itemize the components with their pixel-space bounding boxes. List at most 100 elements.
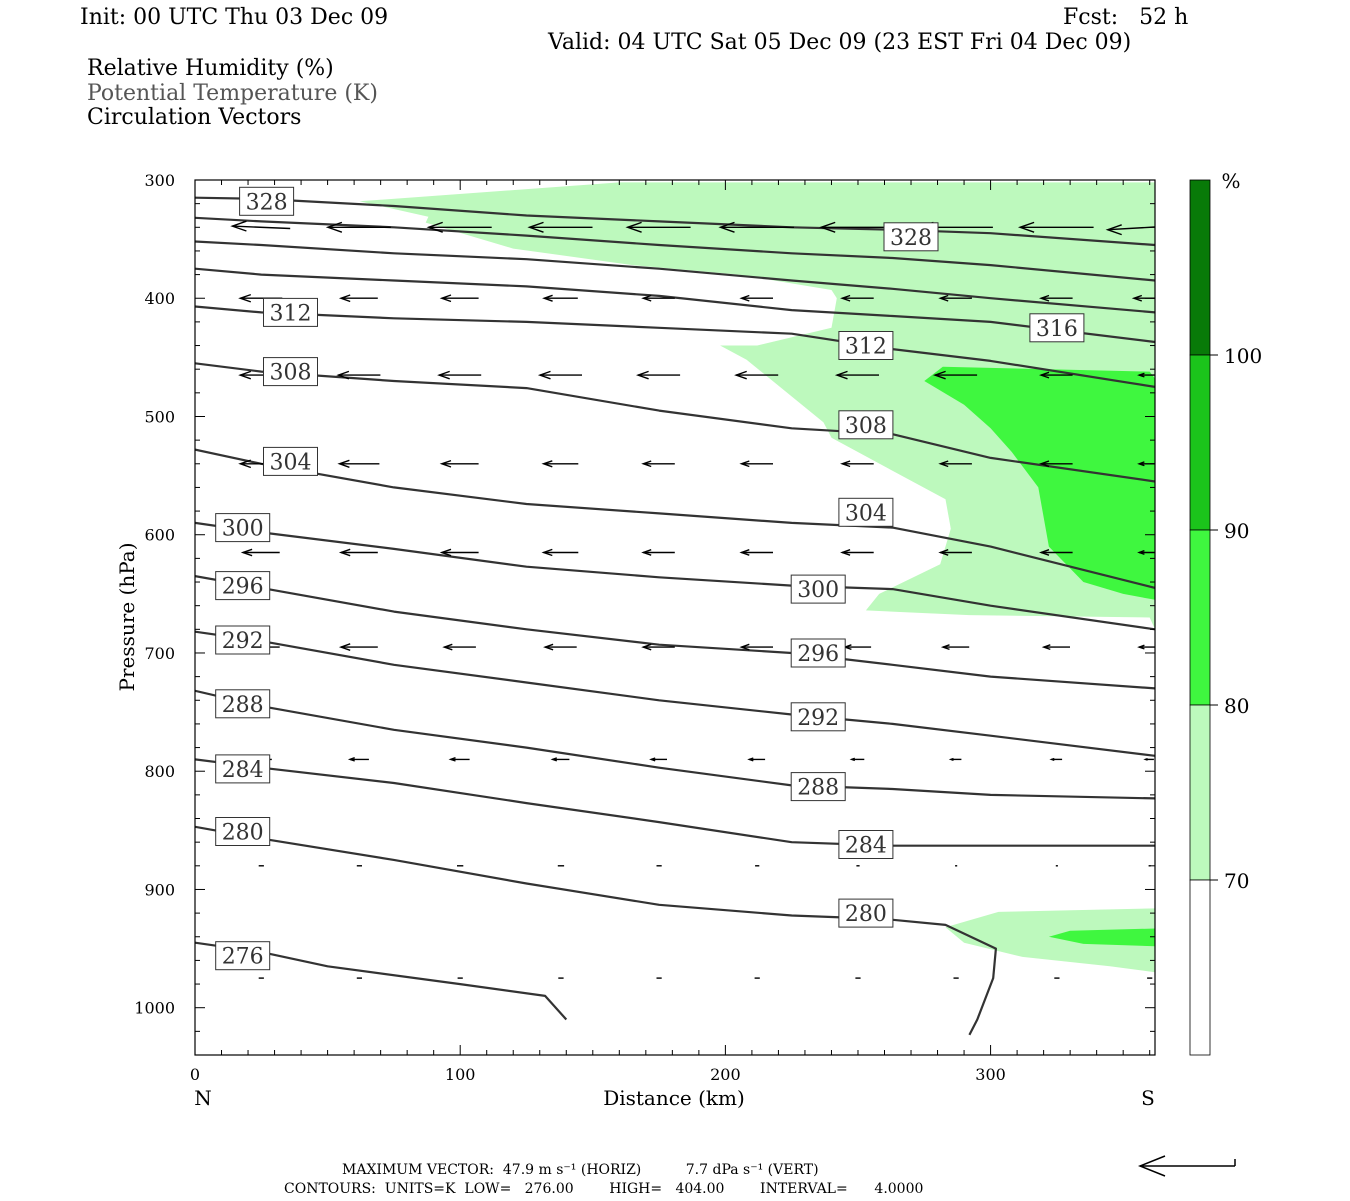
x-tick-label: 100 [445,1065,476,1084]
y-tick-label: 400 [144,289,175,308]
circulation-vector [1041,644,1070,651]
theta-label: 300 [790,574,846,604]
circulation-vector [734,370,779,380]
x-tick-label: 200 [710,1065,741,1084]
circulation-vector [543,643,577,651]
theta-label: 308 [838,410,894,440]
rh-region-80-90-3 [1048,928,1155,947]
circulation-vector [1137,461,1155,467]
theta-contour-280 [195,825,998,1036]
circulation-vector [625,221,691,233]
circulation-vector [641,294,675,302]
colorbar-swatch [1189,879,1211,1056]
theta-label: 280 [215,817,271,846]
circulation-vector [718,221,794,233]
colorbar-level-label: 70 [1224,869,1249,893]
legend-theta-title: Potential Temperature (K) [87,81,378,106]
y-tick-label: 1000 [134,999,175,1018]
theta-label-text: 312 [270,301,312,326]
circulation-vector [1105,224,1155,236]
theta-label-text: 280 [845,902,887,927]
colorbar-swatch [1189,529,1211,706]
circulation-vector [635,370,681,380]
theta-label-text: 292 [797,706,839,731]
circulation-vector [1049,757,1063,761]
circulation-vector [938,549,972,556]
theta-label: 292 [215,625,271,655]
colorbar-unit-label: % [1221,169,1240,193]
x-axis-label: Distance (km) [603,1086,745,1110]
theta-contour-324 [195,216,1155,282]
circulation-vector [849,757,865,762]
theta-label: 288 [790,772,846,802]
circulation-vector [840,549,874,556]
circulation-vector [338,643,378,651]
theta-label: 308 [263,357,318,387]
x-tick-label: 300 [975,1065,1006,1084]
circulation-vector [819,221,895,233]
max-vector-note: MAXIMUM VECTOR: 47.9 m s⁻¹ (HORIZ) 7.7 d… [342,1162,819,1178]
circulation-vector [948,757,962,761]
theta-label-layer: 328 328 312 316 312 308 308 304 304 300 300 296 292 2… [215,186,1085,971]
circulation-vector [437,370,482,380]
circulation-vector [426,221,492,233]
circulation-vector [739,294,773,302]
theta-label-text: 288 [222,693,264,718]
circulation-vector [439,548,479,557]
theta-label: 316 [1029,313,1085,343]
theta-label: 292 [790,702,846,732]
theta-label-text: 304 [845,501,887,526]
circulation-vector [537,370,582,380]
legend-vectors-title: Circulation Vectors [87,105,302,130]
theta-label: 304 [263,446,318,476]
circulation-vector [550,757,570,762]
theta-contour-292 [195,630,1155,757]
colorbar-level-label: 90 [1224,519,1249,543]
circulation-vector [336,370,381,380]
circulation-vector [240,548,280,557]
y-tick-label: 800 [144,762,175,781]
axes-layer: 300 400 500 600 700 800 900 1000 0 100 200 300 [134,171,1156,1084]
theta-label: 304 [838,497,894,527]
colorbar-level-label: 100 [1224,344,1262,368]
circulation-vector [1039,371,1073,379]
colorbar-swatch [1189,354,1211,531]
theta-label-text: 316 [1036,317,1078,342]
circulation-vector [641,549,675,556]
circulation-vector [840,294,874,302]
y-tick-label: 900 [144,880,175,899]
theta-contour-328 [195,196,1155,247]
colorbar: 70 80 90 100 [1189,179,1262,1056]
theta-contour-316 [195,267,1155,344]
theta-label: 328 [883,222,939,252]
colorbar-swatch [1189,179,1211,356]
y-axis-label: Pressure (hPa) [115,543,139,692]
theta-label: 284 [215,754,271,784]
theta-label-text: 308 [845,414,887,439]
theta-label: 288 [215,689,271,719]
theta-contour-288 [195,689,1155,800]
init-time: Init: 00 UTC Thu 03 Dec 09 [80,5,389,30]
theta-label-text: 296 [797,642,839,667]
circulation-vector [641,460,675,468]
rh-region-70-80-2 [945,908,1155,973]
theta-label: 300 [215,513,271,543]
theta-label-text: 304 [270,450,312,475]
circulation-vector [439,294,479,303]
theta-label-text: 300 [797,578,839,603]
reference-vector-arrow [1137,1155,1236,1177]
circulation-vector [541,460,579,468]
contours-note: CONTOURS: UNITS=K LOW= 276.00 HIGH= 404.… [284,1181,924,1197]
y-tick-label: 300 [144,171,175,190]
circulation-vector [439,459,479,468]
circulation-vector [842,644,872,651]
circulation-vector [1143,758,1154,761]
theta-label-text: 280 [222,821,264,846]
theta-contour-300 [195,521,1155,631]
x-end-label-north: N [194,1086,212,1110]
theta-label: 284 [838,830,894,859]
circulation-vector [739,643,773,651]
circulation-vector [739,460,773,468]
circulation-vector [1038,460,1073,468]
circulation-vector [347,757,369,762]
